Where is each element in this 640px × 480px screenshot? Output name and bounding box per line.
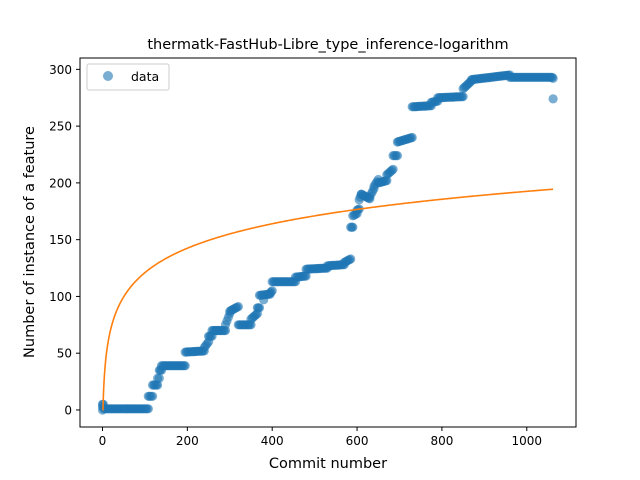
y-tick-label: 150 (49, 233, 72, 247)
data-point (407, 132, 417, 143)
chart-title: thermatk-FastHub-Libre_type_inference-lo… (147, 37, 508, 53)
x-tick-label: 600 (346, 434, 369, 448)
x-tick-label: 800 (430, 434, 453, 448)
y-tick-label: 100 (49, 290, 72, 304)
legend: data (86, 63, 170, 91)
y-tick-label: 0 (64, 403, 72, 417)
plot-area (79, 57, 577, 428)
data-point (388, 164, 398, 174)
data-point (212, 325, 222, 336)
legend-marker-data (103, 71, 113, 81)
x-tick-label: 400 (261, 434, 284, 448)
data-point (154, 373, 164, 383)
data-point (458, 92, 468, 102)
series-data (97, 70, 558, 415)
x-axis-label: Commit number (269, 456, 387, 472)
data-point (548, 94, 558, 104)
data-point (346, 254, 356, 264)
data-point (254, 303, 265, 313)
y-axis-ticks: 0 50 100 150 200 250 300 (49, 63, 80, 417)
x-tick-label: 1000 (512, 434, 543, 448)
legend-label-data: data (131, 69, 159, 84)
data-point (548, 73, 558, 83)
x-tick-label: 200 (176, 434, 199, 448)
y-tick-label: 50 (57, 347, 72, 361)
legend-box (86, 63, 170, 91)
x-axis-ticks: 0 200 400 600 800 1000 (99, 427, 542, 448)
data-point (348, 222, 358, 232)
data-point (148, 391, 158, 401)
data-point (259, 295, 269, 305)
x-tick-label: 0 (99, 434, 107, 448)
data-point (392, 151, 402, 161)
data-point (143, 404, 153, 414)
axes-frame (79, 57, 577, 428)
data-point (267, 286, 277, 296)
y-tick-label: 300 (49, 63, 72, 77)
series-fit-line (102, 188, 554, 411)
y-axis-label: Number of instance of a feature (22, 126, 38, 358)
data-point (301, 271, 311, 281)
data-point (180, 361, 190, 371)
y-tick-label: 200 (49, 176, 72, 190)
y-tick-label: 250 (49, 120, 72, 134)
data-point (233, 302, 243, 312)
